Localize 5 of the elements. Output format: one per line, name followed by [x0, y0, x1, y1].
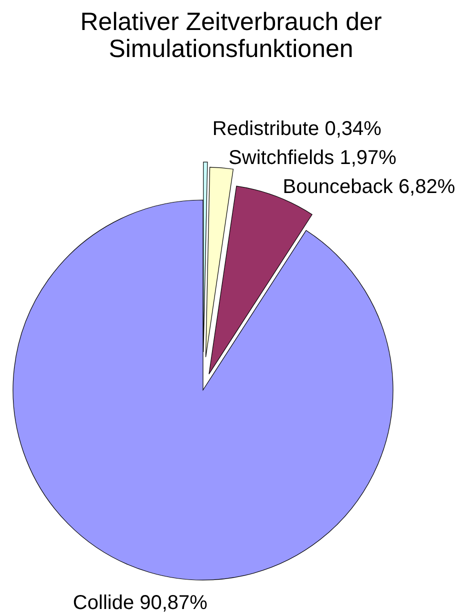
slice-label: Collide 90,87%	[72, 592, 208, 614]
slice-label: Bounceback 6,82%	[282, 176, 456, 198]
slice-label: Redistribute 0,34%	[212, 118, 382, 140]
slice-label: Switchfields 1,97%	[228, 147, 397, 170]
chart-title: Relativer Zeitverbrauch der Simulationsfunktionen	[80, 8, 382, 63]
